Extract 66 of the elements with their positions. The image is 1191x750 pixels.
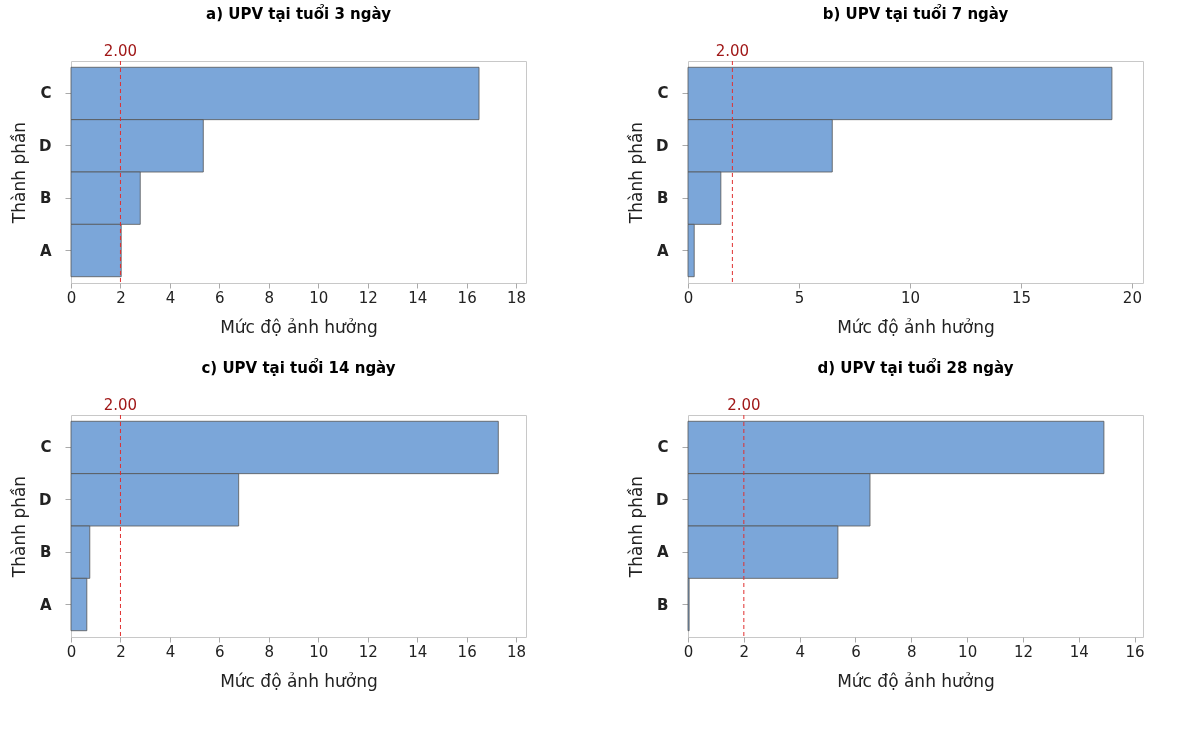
- x-tick-label: 16: [457, 642, 477, 661]
- x-tick-label: 6: [215, 288, 225, 307]
- x-tick-label: 18: [507, 288, 527, 307]
- y-tick-label: C: [40, 438, 52, 457]
- x-tick-label: 12: [358, 642, 378, 661]
- x-axis-title: Mức độ ảnh hưởng: [220, 670, 378, 691]
- y-tick-label: A: [39, 241, 52, 260]
- x-tick-label: 0: [66, 288, 77, 307]
- x-tick-label: 16: [1125, 642, 1145, 661]
- y-tick-label: A: [656, 543, 669, 562]
- x-tick-label: 10: [309, 642, 329, 661]
- x-tick-label: 8: [907, 642, 917, 661]
- x-tick-label: 2: [739, 642, 750, 661]
- x-axis-title: Mức độ ảnh hưởng: [837, 316, 995, 337]
- x-tick-label: 10: [958, 642, 978, 661]
- x-tick-label: 5: [794, 288, 805, 307]
- x-tick-label: 0: [683, 642, 694, 661]
- y-tick-label: C: [657, 84, 669, 103]
- y-axis-title: Thành phần: [626, 121, 647, 225]
- x-tick-label: 10: [309, 288, 329, 307]
- x-tick-label: 6: [851, 642, 861, 661]
- x-tick-label: 10: [900, 288, 920, 307]
- y-tick-label: D: [656, 136, 669, 155]
- ref-line-label: 2.00: [103, 396, 138, 414]
- x-tick-label: 12: [358, 288, 378, 307]
- x-tick-label: 4: [795, 642, 805, 661]
- x-tick-label: 8: [264, 288, 275, 307]
- x-tick-label: 0: [66, 642, 77, 661]
- y-axis-title: Thành phần: [626, 475, 647, 579]
- x-tick-label: 8: [264, 642, 275, 661]
- chart-title: a) UPV tại tuổi 3 ngày: [206, 4, 392, 23]
- y-tick-label: D: [656, 490, 669, 509]
- y-tick-label: C: [40, 84, 52, 103]
- x-tick-label: 4: [165, 642, 176, 661]
- x-tick-label: 4: [165, 288, 176, 307]
- ref-line-label: 2.00: [103, 42, 138, 60]
- x-tick-label: 20: [1122, 288, 1142, 307]
- y-tick-label: B: [40, 189, 52, 208]
- ref-line-label: 2.00: [715, 42, 750, 60]
- x-axis-title: Mức độ ảnh hưởng: [220, 316, 378, 337]
- y-tick-label: C: [657, 438, 669, 457]
- y-tick-label: A: [39, 595, 52, 614]
- x-axis-title: Mức độ ảnh hưởng: [837, 670, 995, 691]
- chart-title: d) UPV tại tuổi 28 ngày: [817, 358, 1014, 377]
- x-tick-label: 14: [1069, 642, 1089, 661]
- x-tick-label: 12: [1013, 642, 1034, 661]
- x-tick-label: 2: [116, 288, 126, 307]
- ref-line-label: 2.00: [727, 396, 761, 414]
- y-tick-label: B: [657, 189, 669, 208]
- x-tick-label: 14: [408, 642, 428, 661]
- y-tick-label: A: [656, 241, 669, 260]
- y-axis-title: Thành phần: [9, 121, 30, 225]
- y-axis-title: Thành phần: [9, 475, 30, 579]
- y-tick-label: B: [40, 543, 52, 562]
- y-tick-label: D: [39, 490, 52, 509]
- x-tick-label: 0: [683, 288, 694, 307]
- x-tick-label: 18: [507, 642, 527, 661]
- x-tick-label: 16: [457, 288, 477, 307]
- chart-title: c) UPV tại tuổi 14 ngày: [201, 358, 396, 377]
- chart-title: b) UPV tại tuổi 7 ngày: [822, 4, 1009, 23]
- y-tick-label: B: [657, 595, 669, 614]
- x-tick-label: 2: [116, 642, 126, 661]
- x-tick-label: 15: [1011, 288, 1031, 307]
- x-tick-label: 6: [215, 642, 225, 661]
- y-tick-label: D: [39, 136, 52, 155]
- x-tick-label: 14: [408, 288, 428, 307]
